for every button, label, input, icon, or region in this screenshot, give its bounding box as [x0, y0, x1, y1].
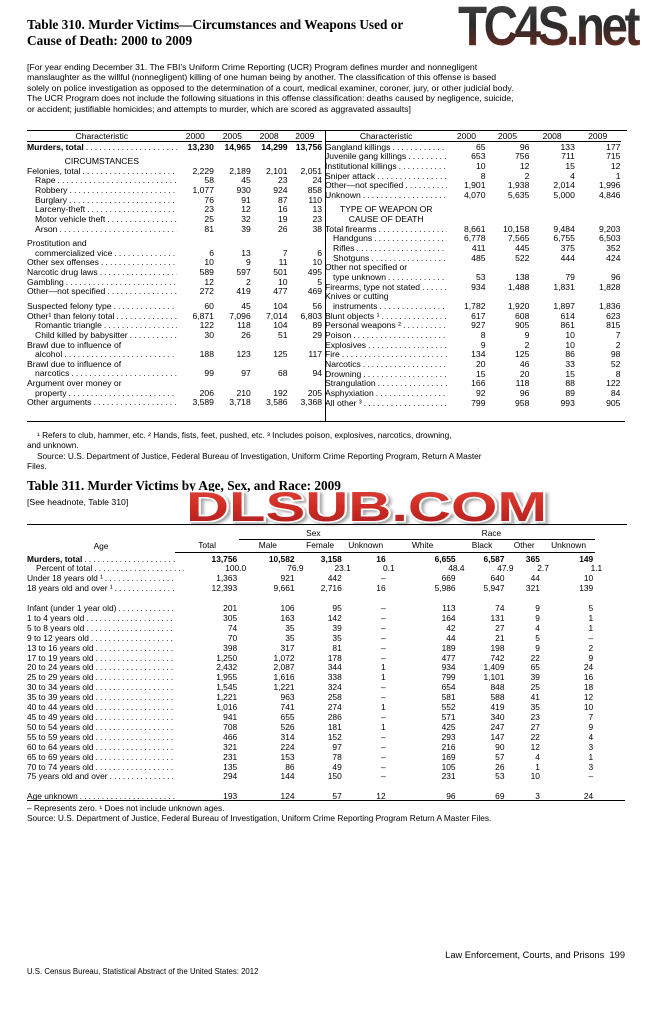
svg-text:TC4S.net: TC4S.net — [458, 0, 640, 58]
